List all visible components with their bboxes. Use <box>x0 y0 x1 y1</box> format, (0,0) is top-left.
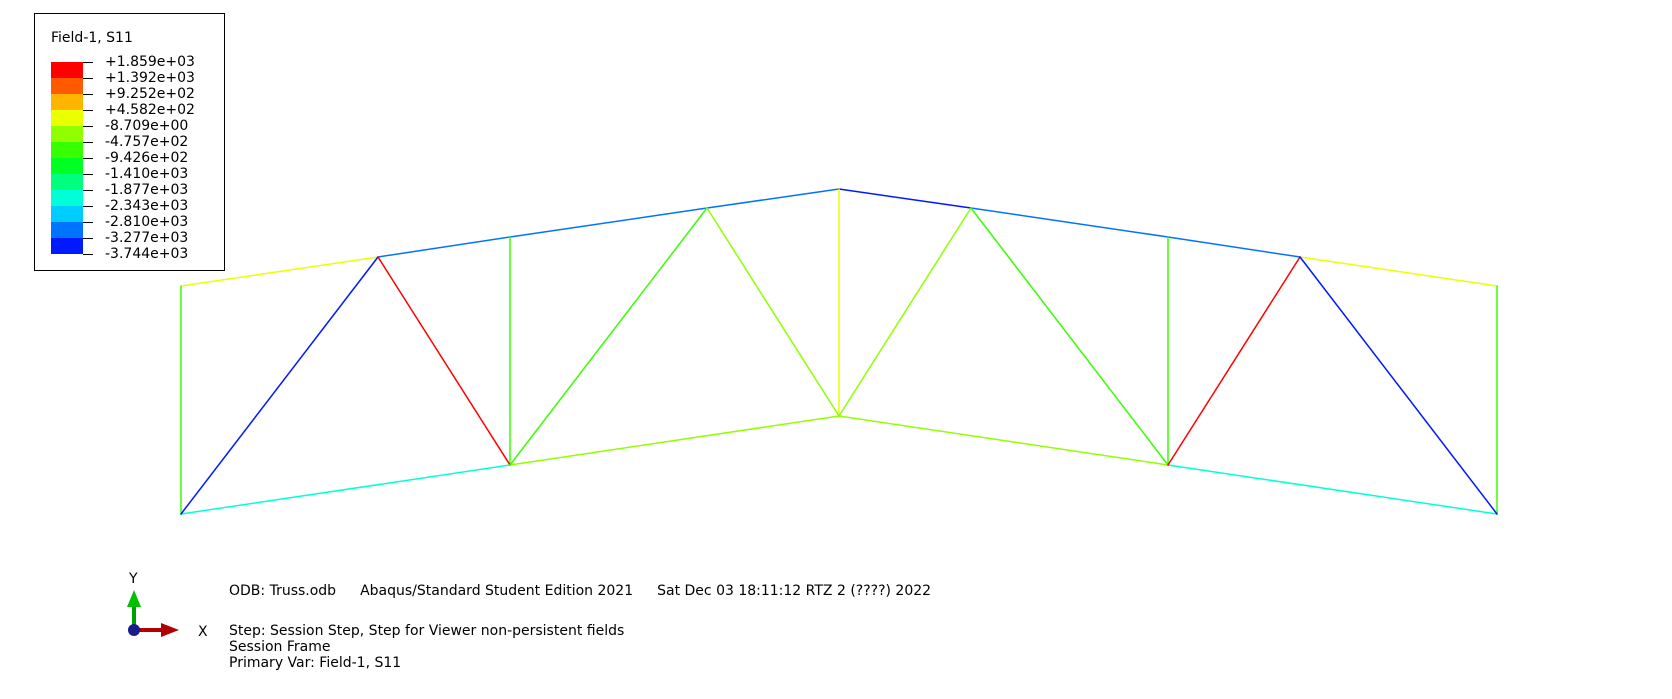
legend-swatch <box>51 158 83 174</box>
truss-member-diagonal <box>706 207 840 417</box>
axis-triad: Y X <box>127 571 208 640</box>
legend-tick <box>83 78 93 79</box>
legend-tick <box>83 142 93 143</box>
triad-origin <box>128 624 140 636</box>
legend-value-label: -2.343e+03 <box>105 198 189 214</box>
legend-swatch <box>51 78 83 94</box>
legend-swatch <box>51 94 83 110</box>
legend-swatch <box>51 206 83 222</box>
info-step: Step: Session Step, Step for Viewer non-… <box>229 623 625 639</box>
truss-member-top-chord <box>509 207 708 238</box>
info-product: Abaqus/Standard Student Edition 2021 <box>360 583 634 599</box>
truss-member-diagonal <box>509 207 708 466</box>
legend-value-label: -3.277e+03 <box>105 230 189 246</box>
triad-x-label: X <box>198 624 208 640</box>
legend-value-label: -8.709e+00 <box>105 118 189 134</box>
legend-value-label: +1.859e+03 <box>105 54 195 70</box>
legend-swatch <box>51 62 83 78</box>
triad-y-label: Y <box>128 571 138 587</box>
truss-member-bottom-chord <box>1167 464 1498 515</box>
x-axis-arrow-head <box>161 623 179 637</box>
legend-tick <box>83 126 93 127</box>
truss-member-top-chord <box>377 236 511 258</box>
truss-member-diagonal <box>1299 256 1498 515</box>
legend-value-label: +4.582e+02 <box>105 102 195 118</box>
truss-member-bottom-chord <box>180 464 511 515</box>
truss-member-top-chord <box>1167 236 1301 258</box>
legend-tick <box>83 190 93 191</box>
legend-swatch <box>51 190 83 206</box>
y-axis-arrow-shaft <box>132 606 136 630</box>
legend-value-label: -1.410e+03 <box>105 166 189 182</box>
legend-value-label: -4.757e+02 <box>105 134 189 150</box>
legend-swatch <box>51 238 83 254</box>
legend-tick <box>83 206 93 207</box>
legend-tick <box>83 174 93 175</box>
y-axis-arrow-head <box>127 590 141 607</box>
truss-member-diagonal <box>970 207 1169 466</box>
legend-tick <box>83 158 93 159</box>
truss-member-top-chord <box>1299 256 1498 287</box>
legend-value-label: -3.744e+03 <box>105 246 189 262</box>
info-primary-var: Primary Var: Field-1, S11 <box>229 655 402 671</box>
truss-member-top-chord <box>706 188 840 209</box>
legend-swatch <box>51 222 83 238</box>
legend-value-label: -9.426e+02 <box>105 150 189 166</box>
contour-legend: Field-1, S11 +1.859e+03 +1.392e+03 +9.25… <box>34 13 225 271</box>
truss-member-diagonal <box>838 207 972 417</box>
truss-member-diagonal <box>180 256 379 515</box>
legend-tick <box>83 110 93 111</box>
legend-value-label: +1.392e+03 <box>105 70 195 86</box>
legend-tick <box>83 62 93 63</box>
legend-tick <box>83 238 93 239</box>
info-odb: ODB: Truss.odb <box>229 583 337 599</box>
legend-value-label: -2.810e+03 <box>105 214 189 230</box>
truss-member-top-chord <box>180 256 379 287</box>
truss-member-bottom-chord <box>838 415 1169 466</box>
truss-member-bottom-chord <box>509 415 840 466</box>
x-axis-arrow-shaft <box>134 628 162 632</box>
legend-swatch <box>51 142 83 158</box>
legend-tick <box>83 254 93 255</box>
truss-member-top-chord <box>838 188 972 209</box>
legend-swatch <box>51 174 83 190</box>
info-header-line: ODB: Truss.odb Abaqus/Standard Student Ed… <box>229 583 955 599</box>
legend-title: Field-1, S11 <box>51 30 133 46</box>
legend-value-label: -1.877e+03 <box>105 182 189 198</box>
legend-tick <box>83 222 93 223</box>
legend-swatch <box>51 110 83 126</box>
legend-color-bar: +1.859e+03 +1.392e+03 +9.252e+02 +4.582e… <box>51 55 195 270</box>
legend-tick <box>83 94 93 95</box>
truss-member-diagonal <box>1167 256 1301 466</box>
legend-value-label: +9.252e+02 <box>105 86 195 102</box>
info-date: Sat Dec 03 18:11:12 RTZ 2 (????) 2022 <box>657 583 932 599</box>
truss-member-top-chord <box>970 207 1169 238</box>
info-frame: Session Frame <box>229 639 331 655</box>
legend-swatch <box>51 126 83 142</box>
truss-member-diagonal <box>377 256 511 466</box>
